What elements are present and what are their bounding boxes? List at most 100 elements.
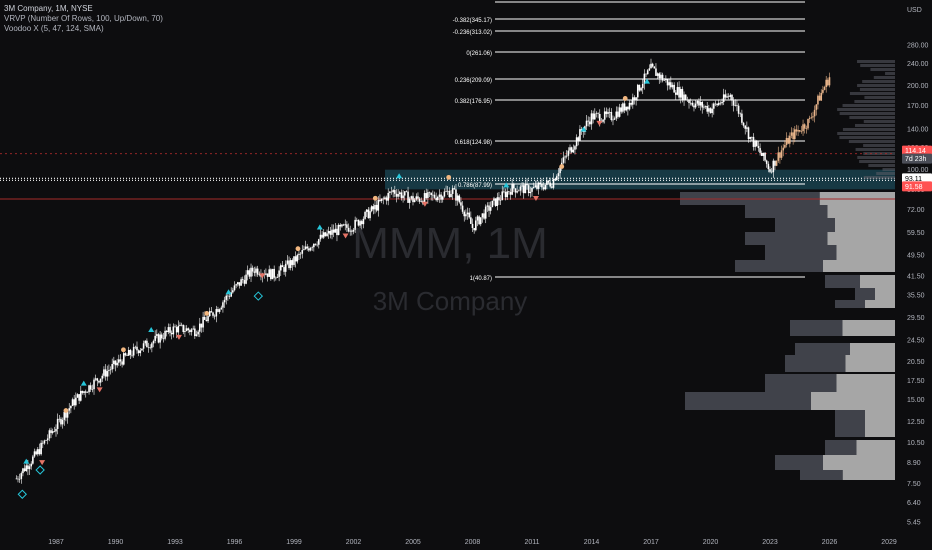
candle-body xyxy=(111,364,113,370)
candle-body xyxy=(339,224,342,227)
candle-body xyxy=(238,282,241,286)
time-tick-label: 1990 xyxy=(108,539,124,546)
vp-row-light-4 xyxy=(811,392,895,410)
candle-body xyxy=(65,411,67,418)
vp-thin-row xyxy=(839,136,895,139)
price-badge-label: 93.11 xyxy=(905,176,922,183)
candle-body xyxy=(122,353,125,365)
candle-body xyxy=(374,204,376,210)
candle-body xyxy=(81,390,84,393)
candle-body xyxy=(532,187,535,188)
candle-body xyxy=(673,84,675,93)
price-badge xyxy=(902,173,932,184)
circle-marker xyxy=(295,246,301,252)
candle-body xyxy=(142,343,145,349)
candle-body xyxy=(640,88,642,91)
candle-body xyxy=(119,359,122,362)
vp-row-12 xyxy=(735,260,823,272)
vp-thin-row xyxy=(864,96,895,99)
candle-body xyxy=(542,187,545,190)
vp-thin-row xyxy=(849,92,895,95)
candle-body xyxy=(255,268,257,273)
vp-row-light-9 xyxy=(865,300,895,308)
candle-body xyxy=(767,163,770,170)
candle-body xyxy=(592,113,594,120)
candle-body xyxy=(521,185,523,187)
candle-body xyxy=(709,108,712,114)
candle-body xyxy=(752,136,755,147)
candle-body xyxy=(101,375,104,379)
candle-body xyxy=(440,194,442,200)
fib-label-4: 0.236(209.09) xyxy=(455,78,492,84)
candle-body xyxy=(235,284,237,286)
time-tick-label: 2002 xyxy=(346,539,362,546)
candle-body xyxy=(531,187,533,192)
candle-body xyxy=(144,340,147,344)
candle-body xyxy=(299,253,302,255)
vrvp-indicator[interactable]: VRVP (Number Of Rows, 100, Up/Down, 70) xyxy=(4,14,163,23)
candle-body xyxy=(164,330,166,339)
vp-thin-row xyxy=(863,144,895,147)
candle-body xyxy=(643,73,646,84)
candle-body xyxy=(149,347,152,349)
voodoo-indicator[interactable]: Voodoo X (5, 47, 124, SMA) xyxy=(4,24,104,33)
candle-body xyxy=(410,196,413,199)
candle-body xyxy=(473,228,475,231)
price-tick-label: 29.50 xyxy=(907,315,925,322)
vp-thin-row xyxy=(854,100,895,103)
candle-body xyxy=(425,193,428,198)
candle-body xyxy=(441,196,444,200)
candle-body xyxy=(116,362,118,366)
up-triangle-marker xyxy=(503,182,510,188)
candle-body xyxy=(822,89,824,93)
candle-body xyxy=(306,246,309,249)
candle-body xyxy=(547,180,550,183)
candle-body xyxy=(281,265,284,268)
vp-thin-row xyxy=(870,68,895,71)
candle-body xyxy=(726,96,728,98)
candle-body xyxy=(800,131,803,132)
candle-body xyxy=(71,399,74,406)
symbol-title[interactable]: 3M Company, 1M, NYSE xyxy=(4,4,93,13)
candle-body xyxy=(661,74,664,81)
candle-body xyxy=(534,185,537,188)
candle-body xyxy=(572,149,575,153)
candle-body xyxy=(694,103,697,108)
candle-body xyxy=(75,397,77,406)
candle-body xyxy=(55,428,57,432)
candle-body xyxy=(344,224,347,226)
candle-body xyxy=(395,193,398,197)
candle-body xyxy=(359,221,361,226)
down-triangle-marker xyxy=(96,387,103,393)
candle-body xyxy=(536,185,538,189)
candle-body xyxy=(364,211,366,219)
candle-body xyxy=(559,166,561,174)
candle-body xyxy=(167,327,170,333)
candle-body xyxy=(468,212,470,218)
candle-body xyxy=(812,116,814,118)
candle-body xyxy=(245,274,247,284)
candle-body xyxy=(486,205,489,207)
price-tick-label: 7.50 xyxy=(907,481,921,488)
candle-body xyxy=(818,95,821,101)
vp-thin-row xyxy=(863,176,895,179)
circle-marker xyxy=(121,347,126,353)
up-triangle-marker xyxy=(644,78,651,84)
price-axis[interactable]: USD 280.00240.00200.00170.00140.00120.00… xyxy=(907,7,929,527)
candle-body xyxy=(118,359,120,363)
vp-row-8 xyxy=(790,320,843,336)
time-axis[interactable]: 1987 1990 1993 1996 1999 2002 2005 2008 2011 2014… xyxy=(48,539,897,546)
candle-body xyxy=(628,102,631,110)
candle-body xyxy=(377,199,380,211)
candle-body xyxy=(208,311,211,317)
candle-body xyxy=(369,211,371,219)
candle-body xyxy=(610,111,613,121)
candle-body xyxy=(755,140,758,147)
vp-row-5 xyxy=(835,410,865,437)
candle-body xyxy=(453,188,456,190)
vp-thin-row xyxy=(849,116,895,119)
candle-body xyxy=(798,130,801,132)
candle-body xyxy=(60,418,62,425)
up-triangle-marker xyxy=(225,289,232,295)
